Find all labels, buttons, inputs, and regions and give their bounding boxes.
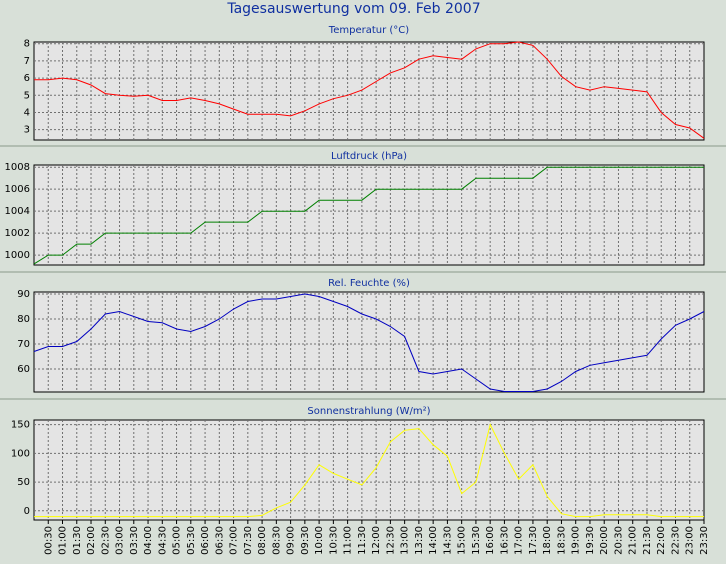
x-tick-label: 00:30 [43, 526, 54, 555]
page-title: Tagesauswertung vom 09. Feb 2007 [226, 1, 480, 17]
x-tick-label: 10:00 [314, 526, 325, 555]
y-tick-label: 8 [24, 39, 30, 50]
y-tick-label: 0 [24, 506, 30, 517]
x-tick-label: 09:30 [300, 526, 311, 555]
x-tick-label: 18:00 [542, 526, 553, 555]
panel-title: Sonnenstrahlung (W/m²) [307, 406, 430, 417]
x-tick-label: 03:00 [115, 526, 126, 555]
x-tick-label: 17:30 [528, 526, 539, 555]
x-tick-label: 14:30 [442, 526, 453, 555]
x-tick-label: 08:30 [271, 526, 282, 555]
y-tick-label: 150 [11, 420, 30, 431]
x-tick-label: 02:00 [86, 526, 97, 555]
x-tick-label: 21:00 [628, 526, 639, 555]
x-tick-label: 01:00 [58, 526, 69, 555]
x-tick-label: 18:30 [556, 526, 567, 555]
x-tick-label: 19:30 [585, 526, 596, 555]
plot-area [33, 41, 705, 141]
y-tick-label: 80 [17, 314, 30, 325]
x-tick-label: 12:30 [385, 526, 396, 555]
y-tick-label: 1000 [5, 250, 30, 261]
x-tick-label: 23:30 [699, 526, 710, 555]
data-line [33, 166, 704, 265]
y-tick-label: 6 [24, 73, 30, 84]
panel-title: Rel. Feuchte (%) [328, 278, 410, 289]
x-tick-label: 19:00 [571, 526, 582, 555]
x-tick-label: 11:00 [343, 526, 354, 555]
y-tick-label: 70 [17, 339, 30, 350]
x-tick-label: 07:30 [243, 526, 254, 555]
x-tick-label: 21:30 [642, 526, 653, 555]
plot-area [33, 419, 705, 521]
x-tick-label: 04:30 [157, 526, 168, 555]
x-tick-label: 01:30 [72, 526, 83, 555]
x-tick-label: 08:00 [257, 526, 268, 555]
y-tick-label: 90 [17, 289, 30, 300]
y-tick-label: 3 [24, 125, 30, 136]
data-line [34, 423, 704, 518]
y-tick-label: 1006 [5, 184, 30, 195]
y-tick-label: 7 [24, 56, 30, 67]
x-tick-label: 10:30 [328, 526, 339, 555]
x-tick-label: 12:00 [371, 526, 382, 555]
y-tick-label: 1002 [5, 228, 30, 239]
y-tick-label: 5 [24, 90, 30, 101]
x-tick-label: 05:00 [172, 526, 183, 555]
x-tick-label: 23:00 [685, 526, 696, 555]
x-tick-label: 03:30 [129, 526, 140, 555]
x-tick-label: 11:30 [357, 526, 368, 555]
x-tick-label: 16:00 [485, 526, 496, 555]
x-tick-label: 17:00 [514, 526, 525, 555]
panel-title: Luftdruck (hPa) [331, 151, 407, 162]
plot-area [33, 291, 705, 393]
y-tick-label: 1004 [5, 206, 30, 217]
y-tick-label: 50 [17, 477, 30, 488]
x-tick-label: 13:30 [414, 526, 425, 555]
data-line [33, 293, 705, 392]
data-line [34, 41, 705, 139]
x-tick-label: 15:30 [471, 526, 482, 555]
x-tick-label: 16:30 [499, 526, 510, 555]
x-tick-label: 02:30 [100, 526, 111, 555]
y-tick-label: 60 [17, 364, 30, 375]
y-tick-label: 4 [24, 107, 30, 118]
panel-title: Temperatur (°C) [328, 25, 409, 36]
x-tick-label: 14:00 [428, 526, 439, 555]
x-tick-label: 07:00 [229, 526, 240, 555]
x-tick-label: 15:00 [457, 526, 468, 555]
x-tick-label: 06:30 [214, 526, 225, 555]
x-tick-label: 20:00 [599, 526, 610, 555]
x-tick-label: 06:00 [200, 526, 211, 555]
x-tick-label: 13:00 [400, 526, 411, 555]
x-tick-label: 04:00 [143, 526, 154, 555]
y-tick-label: 100 [11, 448, 30, 459]
plot-area [33, 164, 705, 266]
x-tick-label: 22:30 [670, 526, 681, 555]
x-tick-label: 09:00 [286, 526, 297, 555]
x-tick-label: 22:00 [656, 526, 667, 555]
x-tick-label: 20:30 [613, 526, 624, 555]
y-tick-label: 1008 [5, 162, 30, 173]
x-tick-label: 05:30 [186, 526, 197, 555]
